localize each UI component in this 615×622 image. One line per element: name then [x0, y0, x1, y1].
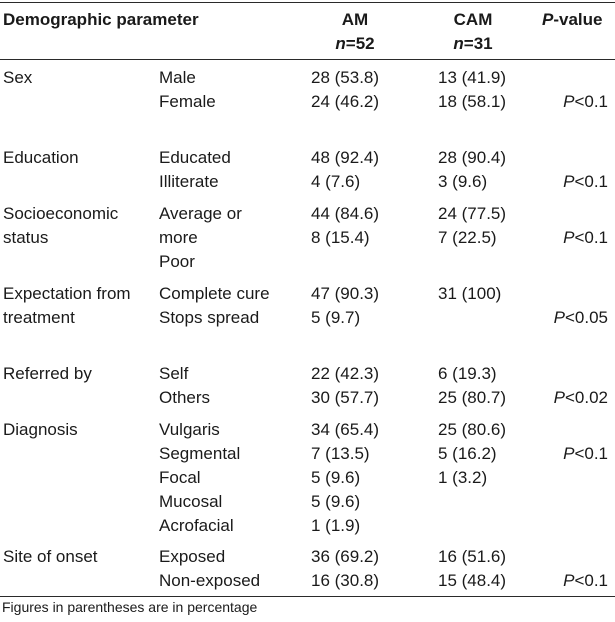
- table-top-rule: [0, 2, 615, 3]
- row-referred-p: P<0.02: [553, 388, 608, 407]
- table-bottom-rule: [0, 596, 615, 597]
- row-expectation-subs: Complete cure Stops spread: [159, 284, 270, 327]
- row-diagnosis-param: Diagnosis: [3, 420, 78, 439]
- row-site-param: Site of onset: [3, 547, 98, 566]
- row-socioeconomic-cam: 24 (77.5) 7 (22.5): [438, 204, 507, 247]
- row-education-p: P<0.1: [563, 172, 608, 191]
- row-diagnosis-am: 34 (65.4) 7 (13.5) 5 (9.6) 5 (9.6) 1 (1.9): [311, 420, 380, 535]
- row-education-subs: Educated Illiterate: [159, 148, 231, 191]
- table-footnote: Figures in parentheses are in percentage: [2, 599, 258, 615]
- row-education-param: Education: [3, 148, 79, 167]
- row-sex-cam: 13 (41.9) 18 (58.1): [438, 68, 507, 111]
- row-diagnosis-cam: 25 (80.6) 5 (16.2) 1 (3.2): [438, 420, 507, 487]
- row-expectation-cam: 31 (100): [438, 284, 502, 303]
- row-referred-am: 22 (42.3) 30 (57.7): [311, 364, 380, 407]
- row-diagnosis-p: P<0.1: [563, 444, 608, 463]
- header-am: AM n=52: [335, 10, 375, 53]
- row-education-am: 48 (92.4) 4 (7.6): [311, 148, 380, 191]
- row-referred-param: Referred by: [3, 364, 92, 383]
- row-referred-cam: 6 (19.3) 25 (80.7): [438, 364, 507, 407]
- row-expectation-p: P<0.05: [553, 308, 608, 327]
- row-site-cam: 16 (51.6) 15 (48.4): [438, 547, 507, 590]
- row-sex-subs: Male Female: [159, 68, 216, 111]
- row-expectation-am: 47 (90.3) 5 (9.7): [311, 284, 380, 327]
- row-socioeconomic-p: P<0.1: [563, 228, 608, 247]
- row-socioeconomic-subs: Average or more Poor: [159, 204, 242, 271]
- row-sex-p: P<0.1: [563, 92, 608, 111]
- header-p-value: P-value: [542, 10, 603, 29]
- table-header-rule: [0, 59, 615, 60]
- row-site-am: 36 (69.2) 16 (30.8): [311, 547, 380, 590]
- row-education-cam: 28 (90.4) 3 (9.6): [438, 148, 507, 191]
- row-socioeconomic-am: 44 (84.6) 8 (15.4): [311, 204, 380, 247]
- row-diagnosis-subs: Vulgaris Segmental Focal Mucosal Acrofacial: [159, 420, 241, 535]
- row-site-p: P<0.1: [563, 571, 608, 590]
- row-site-subs: Exposed Non-exposed: [159, 547, 261, 590]
- header-param: Demographic parameter: [3, 10, 199, 29]
- row-expectation-param: Expectation from treatment: [3, 284, 131, 327]
- header-cam: CAM n=31: [453, 10, 493, 53]
- row-sex-am: 28 (53.8) 24 (46.2): [311, 68, 380, 111]
- row-socioeconomic-param: Socioeconomic status: [3, 204, 119, 247]
- row-referred-subs: Self Others: [159, 364, 211, 407]
- row-sex-param: Sex: [3, 68, 33, 87]
